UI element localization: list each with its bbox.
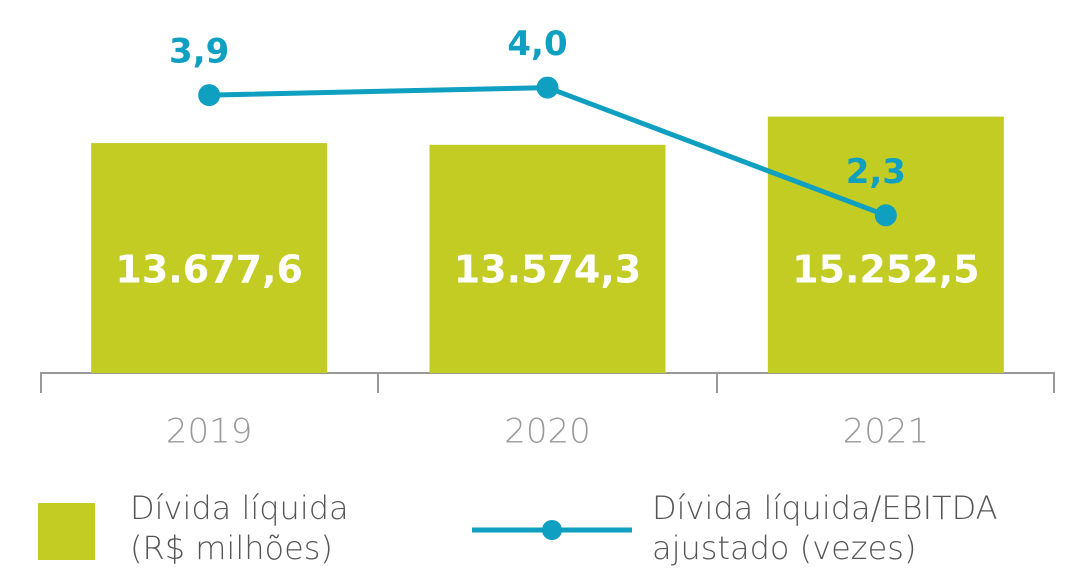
bar (429, 144, 666, 373)
line-value-label: 4,0 (507, 24, 567, 64)
line-marker (198, 84, 221, 107)
x-tick-label: 2020 (504, 412, 591, 452)
bar-value-label: 13.574,3 (454, 248, 642, 292)
legend-label: Dívida líquida (R$ milhões) (130, 489, 349, 567)
x-tick-label: 2021 (843, 412, 930, 452)
line-value-label: 2,3 (846, 152, 906, 192)
bar (767, 116, 1004, 374)
bar (91, 143, 328, 373)
line-value-label: 3,9 (169, 32, 229, 72)
x-tick-label: 2019 (166, 412, 253, 452)
line-marker (874, 204, 897, 227)
chart: 2019 2020 2021 13.677,6 13.574,3 15.252,5 3,9 4… (40, 24, 1055, 452)
bar-value-label: 13.677,6 (115, 248, 303, 292)
line-marker (536, 76, 559, 99)
legend-swatch (38, 503, 95, 560)
legend-marker (542, 520, 562, 540)
legend-label: Dívida líquida/EBITDA ajustado (vezes) (652, 489, 998, 567)
bar-value-label: 15.252,5 (792, 248, 980, 292)
